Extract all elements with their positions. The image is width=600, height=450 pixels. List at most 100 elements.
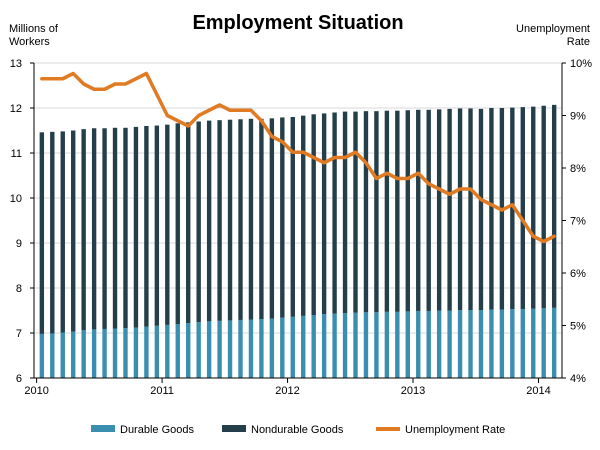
durable-goods-bar xyxy=(436,310,442,378)
left-axis-ticks: 6 7 8 9 10 11 12 13 xyxy=(10,58,34,385)
durable-goods-bar xyxy=(269,318,275,378)
nondurable-goods-bar xyxy=(489,108,494,310)
nondurable-goods-bar xyxy=(510,107,515,310)
nondurable-goods-bar xyxy=(311,114,316,315)
nondurable-goods-bar xyxy=(269,118,275,319)
nondurable-goods-bar xyxy=(321,113,327,315)
nondurable-goods-bar xyxy=(196,121,201,323)
durable-goods-bar xyxy=(227,320,233,378)
nondurable-goods-bar xyxy=(60,131,65,333)
left-tick-label: 13 xyxy=(10,58,22,70)
durable-goods-bar xyxy=(165,324,170,378)
nondurable-goods-bar xyxy=(416,109,421,311)
durable-goods-bar xyxy=(71,331,76,378)
durable-goods-bar xyxy=(123,328,128,378)
nondurable-goods-bar xyxy=(175,123,180,324)
durable-goods-bar xyxy=(39,333,45,378)
nondurable-goods-bar xyxy=(91,128,97,330)
durable-goods-bar xyxy=(321,314,327,378)
nondurable-goods-bar xyxy=(102,128,107,329)
nondurable-goods-bar xyxy=(353,111,358,313)
right-tick-label: 8% xyxy=(570,163,586,175)
nondurable-goods-bar xyxy=(468,108,473,311)
durable-goods-bar xyxy=(248,319,254,378)
legend: Durable Goods Nondurable Goods Unemploym… xyxy=(91,424,505,436)
durable-goods-bar xyxy=(416,310,421,378)
durable-goods-bar xyxy=(489,309,494,378)
legend-label-nondurable: Nondurable Goods xyxy=(251,424,344,436)
x-tick-label: 2011 xyxy=(150,385,174,397)
nondurable-goods-bar xyxy=(50,131,55,334)
nondurable-goods-bar xyxy=(259,118,264,320)
right-tick-label: 6% xyxy=(570,268,586,280)
legend-label-durable: Durable Goods xyxy=(120,424,194,436)
nondurable-goods-bar xyxy=(248,118,254,320)
durable-goods-bar xyxy=(426,310,431,378)
right-tick-label: 7% xyxy=(570,216,586,228)
durable-goods-bar xyxy=(102,328,107,378)
x-axis-ticks: 2010 2011 2012 2013 2014 xyxy=(24,378,551,397)
durable-goods-bar xyxy=(510,309,515,378)
x-tick-label: 2013 xyxy=(401,385,425,397)
nondurable-goods-bar xyxy=(551,104,557,308)
durable-goods-bar xyxy=(112,328,118,378)
left-tick-label: 7 xyxy=(16,328,22,340)
nondurable-goods-bar xyxy=(520,107,525,310)
durable-goods-bar xyxy=(91,329,97,378)
legend-swatch-nondurable xyxy=(222,425,246,432)
nondurable-goods-bar xyxy=(301,115,306,316)
left-axis-title-line-1: Millions of xyxy=(9,23,59,35)
durable-goods-bar xyxy=(259,319,264,378)
durable-goods-bar xyxy=(353,312,358,378)
durable-goods-bar xyxy=(81,330,86,378)
durable-goods-bar xyxy=(384,311,390,378)
left-tick-label: 9 xyxy=(16,238,22,250)
x-tick-label: 2012 xyxy=(275,385,299,397)
nondurable-goods-bar xyxy=(395,110,400,312)
durable-goods-bar xyxy=(447,310,452,378)
right-tick-label: 4% xyxy=(570,373,586,385)
nondurable-goods-bar xyxy=(217,120,222,321)
nondurable-goods-bar xyxy=(290,117,295,317)
nondurable-goods-bar xyxy=(447,108,452,311)
nondurable-goods-bar xyxy=(186,122,191,324)
durable-goods-bar xyxy=(206,321,212,378)
right-axis-ticks: 4% 5% 6% 7% 8% 9% 10% xyxy=(562,58,592,385)
nondurable-goods-bar xyxy=(238,119,243,320)
durable-goods-bar xyxy=(551,307,557,378)
legend-label-unemployment: Unemployment Rate xyxy=(405,424,505,436)
nondurable-goods-bar xyxy=(123,127,128,329)
left-tick-label: 6 xyxy=(16,373,22,385)
durable-goods-bar xyxy=(217,320,222,378)
durable-goods-bar xyxy=(238,319,243,378)
nondurable-goods-bar xyxy=(112,127,118,329)
nondurable-goods-bar xyxy=(81,129,86,331)
durable-goods-bar xyxy=(144,326,149,378)
durable-goods-bar xyxy=(457,310,463,378)
nondurable-goods-bar xyxy=(374,111,379,313)
left-tick-label: 8 xyxy=(16,283,22,295)
nondurable-goods-bar xyxy=(478,108,484,311)
nondurable-goods-bar xyxy=(342,111,348,314)
nondurable-goods-bar xyxy=(541,105,546,309)
chart-title: Employment Situation xyxy=(192,12,403,34)
durable-goods-bar xyxy=(531,308,536,378)
x-tick-label: 2010 xyxy=(24,385,48,397)
nondurable-goods-bar xyxy=(206,120,212,322)
nondurable-goods-bar xyxy=(332,112,337,314)
nondurable-goods-bar xyxy=(280,117,285,318)
nondurable-goods-bar xyxy=(133,126,139,328)
nondurable-goods-bar xyxy=(405,110,410,312)
durable-goods-bars xyxy=(39,307,557,378)
durable-goods-bar xyxy=(50,333,55,378)
right-tick-label: 9% xyxy=(570,111,586,123)
durable-goods-bar xyxy=(186,323,191,378)
durable-goods-bar xyxy=(332,313,337,378)
nondurable-goods-bar xyxy=(154,125,160,326)
durable-goods-bar xyxy=(290,316,295,378)
durable-goods-bar xyxy=(175,324,180,378)
right-axis-title-line-1: Unemployment xyxy=(516,23,590,35)
left-tick-label: 11 xyxy=(11,148,22,160)
nondurable-goods-bar xyxy=(39,132,45,334)
